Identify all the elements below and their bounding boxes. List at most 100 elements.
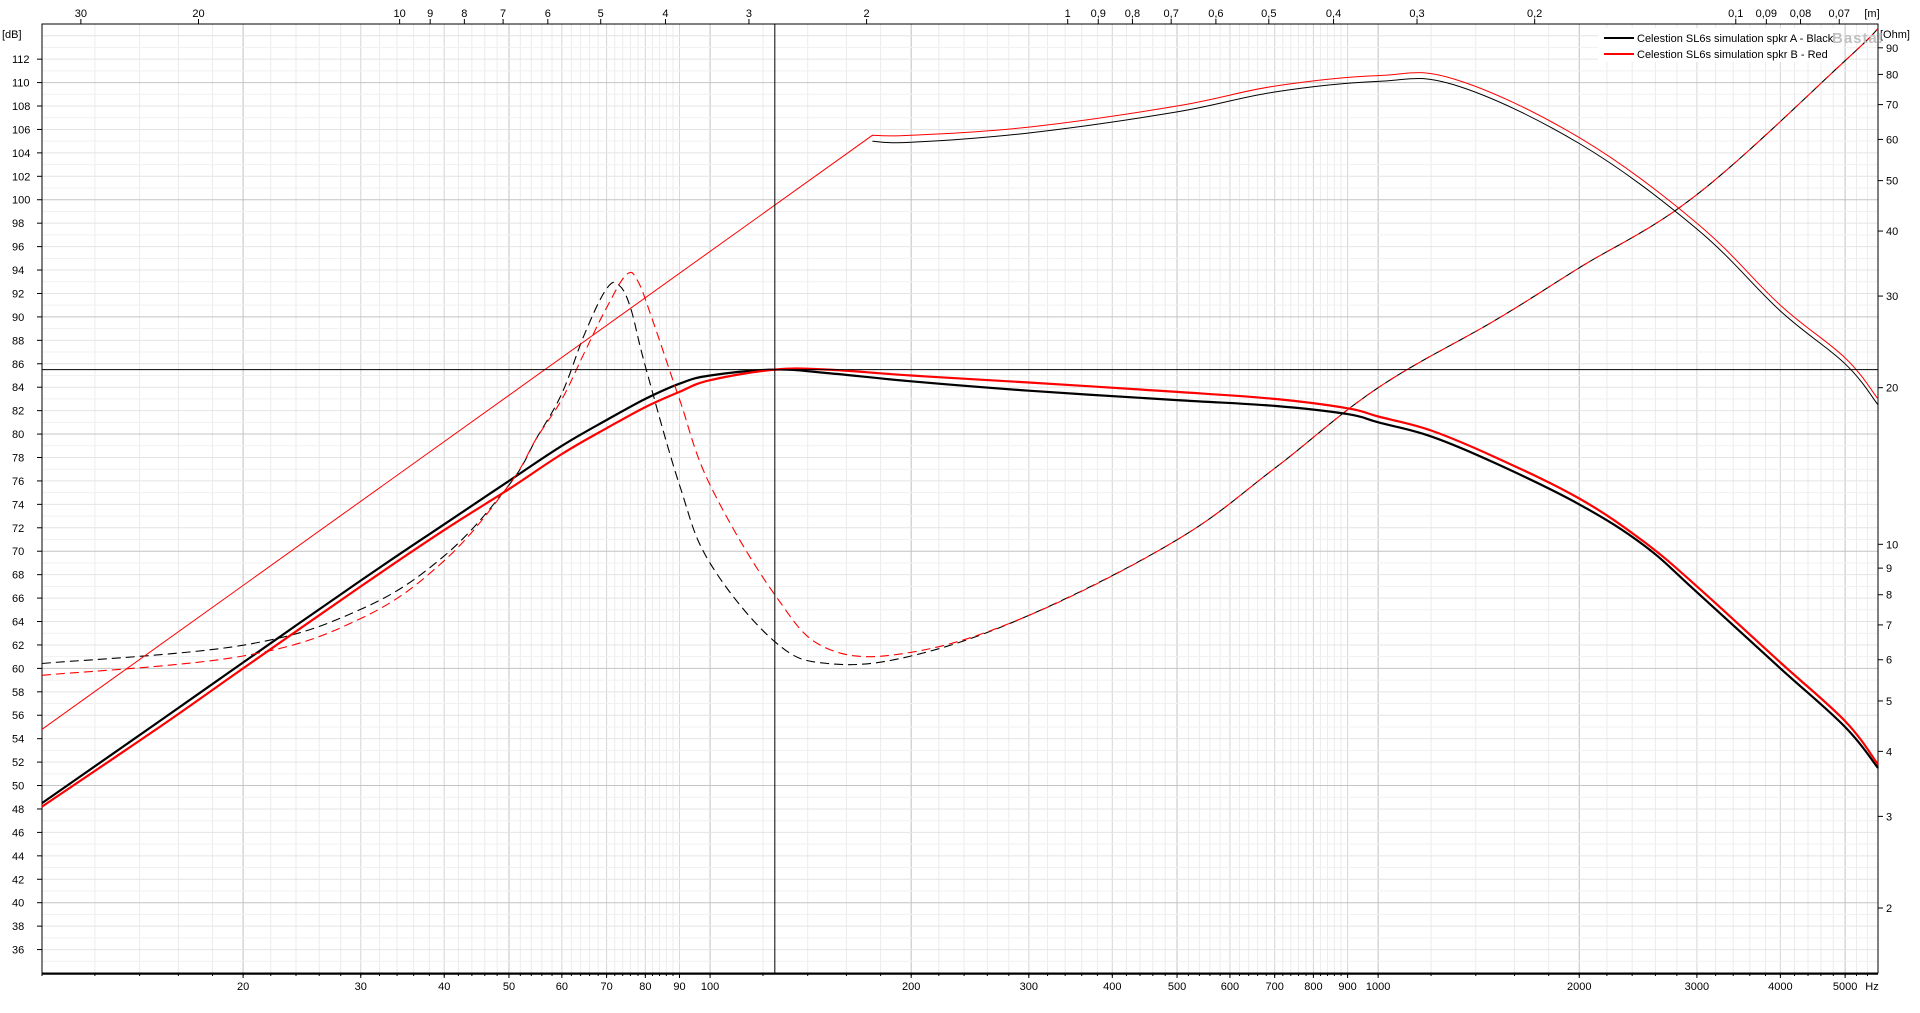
y2-tick-label: 20 [1886, 383, 1898, 395]
top-tick-label: 6 [545, 8, 551, 20]
series-b-far-curve [41, 72, 1879, 730]
x-unit-label: Hz [1865, 981, 1878, 993]
top-tick-label: 0,5 [1261, 8, 1276, 20]
y2-tick-label: 50 [1886, 176, 1898, 188]
y-tick-label: 36 [12, 945, 24, 957]
y-tick-label: 104 [12, 148, 30, 160]
y-tick-label: 64 [12, 617, 24, 629]
top-tick-label: 8 [461, 8, 467, 20]
top-tick-label: 0,3 [1409, 8, 1424, 20]
x-tick-label: 1000 [1366, 981, 1390, 993]
x-tick-label: 80 [639, 981, 651, 993]
top-tick-label: 2 [864, 8, 870, 20]
y-tick-label: 54 [12, 734, 24, 746]
top-unit-label: [m] [1864, 8, 1879, 20]
x-tick-label: 900 [1338, 981, 1356, 993]
top-tick-label: 0,09 [1756, 8, 1777, 20]
y2-tick-label: 7 [1886, 620, 1892, 632]
x-tick-label: 50 [503, 981, 515, 993]
y-tick-label: 92 [12, 288, 24, 300]
y2-tick-label: 5 [1886, 696, 1892, 708]
top-tick-label: 0,2 [1527, 8, 1542, 20]
top-tick-label: 30 [75, 8, 87, 20]
y-tick-label: 38 [12, 921, 24, 933]
y-tick-label: 82 [12, 406, 24, 418]
y-tick-label: 78 [12, 452, 24, 464]
top-tick-label: 7 [500, 8, 506, 20]
grid-layer [41, 24, 1878, 973]
x-tick-label: 70 [600, 981, 612, 993]
y-tick-label: 72 [12, 523, 24, 535]
legend-label-red: Celestion SL6s simulation spkr B - Red [1637, 49, 1828, 61]
y2-tick-label: 3 [1886, 811, 1892, 823]
y2-tick-label: 10 [1886, 539, 1898, 551]
x-tick-label: 60 [556, 981, 568, 993]
x-tick-label: 30 [355, 981, 367, 993]
top-tick-label: 20 [192, 8, 204, 20]
series-a-impedance-curve [41, 28, 1879, 666]
legend-background [1598, 28, 1843, 62]
top-tick-label: 0,08 [1790, 8, 1811, 20]
x-tick-label: 100 [701, 981, 719, 993]
y2-tick-label: 9 [1886, 563, 1892, 575]
y-tick-label: 42 [12, 874, 24, 886]
y-tick-label: 100 [12, 195, 30, 207]
series-layer [41, 28, 1879, 808]
top-tick-label: 9 [427, 8, 433, 20]
top-tick-label: 4 [662, 8, 668, 20]
x-tick-label: 20 [237, 981, 249, 993]
y-tick-label: 44 [12, 851, 24, 863]
top-tick-label: 1 [1065, 8, 1071, 20]
x-tick-label: 500 [1168, 981, 1186, 993]
y-unit-label: [dB] [2, 29, 22, 41]
y-tick-label: 46 [12, 827, 24, 839]
y-tick-label: 96 [12, 242, 24, 254]
y-tick-label: 48 [12, 804, 24, 816]
series-b-impedance-curve [41, 28, 1879, 676]
y-tick-label: 90 [12, 312, 24, 324]
top-tick-label: 0,6 [1208, 8, 1223, 20]
series-a-spl-curve [41, 368, 1879, 805]
y2-tick-label: 90 [1886, 43, 1898, 55]
x-tick-label: 4000 [1768, 981, 1792, 993]
top-tick-label: 5 [598, 8, 604, 20]
y2-unit-label: [Ohm] [1880, 29, 1910, 41]
top-tick-label: 0,8 [1125, 8, 1140, 20]
y2-tick-label: 2 [1886, 903, 1892, 915]
cursor-layer [42, 24, 1878, 973]
x-tick-label: 700 [1265, 981, 1283, 993]
x-tick-label: 40 [438, 981, 450, 993]
y-tick-label: 108 [12, 101, 30, 113]
y-tick-label: 58 [12, 687, 24, 699]
x-tick-label: 200 [902, 981, 920, 993]
x-tick-label: 400 [1103, 981, 1121, 993]
y-tick-label: 74 [12, 499, 24, 511]
y-tick-label: 80 [12, 429, 24, 441]
y-tick-label: 56 [12, 710, 24, 722]
legend: Celestion SL6s simulation spkr A - Black… [1598, 28, 1843, 62]
plot-frame [41, 23, 1879, 974]
y2-tick-label: 4 [1886, 746, 1892, 758]
y-tick-label: 68 [12, 570, 24, 582]
y-tick-label: 50 [12, 781, 24, 793]
y-tick-label: 76 [12, 476, 24, 488]
y2-tick-label: 40 [1886, 226, 1898, 238]
y-tick-label: 62 [12, 640, 24, 652]
series-b-spl-curve [41, 367, 1879, 808]
top-tick-label: 0,4 [1326, 8, 1341, 20]
y-tick-label: 66 [12, 593, 24, 605]
x-tick-label: 3000 [1685, 981, 1709, 993]
y-tick-label: 112 [12, 54, 30, 66]
x-tick-label: 5000 [1833, 981, 1857, 993]
top-tick-label: 0,7 [1164, 8, 1179, 20]
y-tick-label: 102 [12, 171, 30, 183]
series-a-far-curve [872, 77, 1879, 406]
y-tick-label: 98 [12, 218, 24, 230]
top-tick-label: 0,9 [1091, 8, 1106, 20]
x-tick-label: 90 [673, 981, 685, 993]
top-tick-label: 0,1 [1728, 8, 1743, 20]
top-tick-label: 0,07 [1829, 8, 1850, 20]
y-tick-label: 40 [12, 898, 24, 910]
